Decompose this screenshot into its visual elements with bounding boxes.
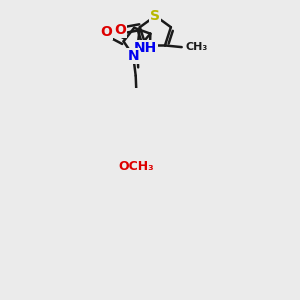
Text: OCH₃: OCH₃ [119,160,154,173]
Text: O: O [100,25,112,39]
Text: NH: NH [134,41,157,55]
Text: S: S [150,9,161,23]
Text: CH₃: CH₃ [185,42,207,52]
Text: N: N [128,49,139,63]
Text: O: O [114,23,126,37]
